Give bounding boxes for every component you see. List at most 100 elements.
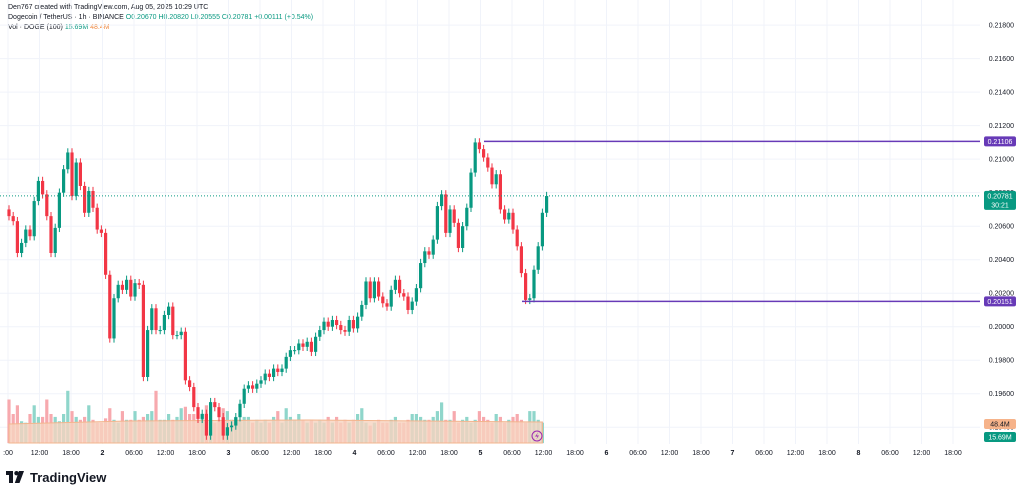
candle-body	[255, 383, 259, 389]
candle-body	[532, 269, 536, 299]
candle-body	[280, 368, 284, 372]
price-tick-label: 0.21800	[989, 23, 1014, 30]
replay-icon[interactable]	[531, 430, 543, 442]
time-tick-label: 3	[227, 450, 231, 457]
candle-body	[515, 229, 519, 247]
time-tick-label: 12:00	[787, 450, 805, 457]
time-tick-label: 18:00	[692, 450, 710, 457]
price-tick-label: 0.20400	[989, 257, 1014, 264]
candle-body	[78, 162, 82, 186]
candle-body	[503, 209, 507, 220]
level-price-label: 0.21106	[988, 139, 1013, 146]
candle-body	[204, 413, 208, 436]
candle-body	[192, 387, 196, 408]
candle-body	[393, 279, 397, 290]
candle-body	[242, 388, 246, 404]
candle-body	[11, 216, 15, 222]
candle-body	[183, 331, 187, 381]
candle-body	[263, 373, 267, 381]
candle-body	[188, 380, 192, 388]
candle-body	[456, 222, 460, 248]
candle-body	[410, 301, 414, 310]
candle-body	[423, 251, 427, 264]
candle-body	[57, 192, 61, 228]
price-tick-label: 0.20600	[989, 224, 1014, 231]
candle-body	[477, 142, 481, 150]
candle-body	[28, 229, 32, 237]
candle-body	[339, 325, 343, 331]
time-tick-label: 18:00	[440, 450, 458, 457]
time-axis: :00 12:00 18:00 2 06:00 12:00 18:00 3 06:00 12:00…	[3, 450, 962, 457]
candle-body	[507, 212, 511, 220]
creator-line: Den767 created with TradingView.com, Aug…	[8, 4, 209, 11]
candle-body	[171, 306, 175, 336]
candle-body	[498, 174, 502, 210]
candle-body	[267, 373, 271, 377]
candle-body	[154, 308, 158, 331]
candle-body	[150, 308, 154, 331]
current-price-label: 0.20781	[987, 193, 1012, 200]
candle-body	[381, 296, 385, 304]
candle-body	[406, 296, 410, 310]
candle-body	[137, 283, 141, 285]
time-tick-label: 12:00	[283, 450, 301, 457]
candle-body	[309, 341, 313, 352]
candle-body	[83, 185, 87, 213]
time-tick-label: 12:00	[157, 450, 175, 457]
candle-body	[95, 207, 99, 230]
price-tick-label: 0.21000	[989, 157, 1014, 164]
time-tick-label: 18:00	[314, 450, 332, 457]
ohlc-values: O0.20670 H0.20820 L0.20555 C0.20781 +0.0…	[125, 14, 314, 21]
symbol-title[interactable]: Dogecoin / TetherUS · 1h · BINANCE	[8, 14, 124, 21]
candle-body	[494, 174, 498, 185]
candle-body	[293, 350, 297, 352]
candle-body	[104, 232, 108, 275]
volume-bar	[45, 399, 49, 443]
time-tick-label: 18:00	[188, 450, 206, 457]
candle-body	[368, 281, 372, 299]
time-tick-label: 06:00	[251, 450, 269, 457]
candle-body	[490, 167, 494, 185]
candle-body	[230, 425, 234, 428]
candle-body	[129, 279, 133, 297]
price-tick-label: 0.21400	[989, 90, 1014, 97]
candle-body	[246, 385, 250, 389]
candle-body	[414, 288, 418, 302]
candle-body	[158, 330, 162, 332]
time-tick-label: 06:00	[503, 450, 521, 457]
candle-body	[356, 316, 360, 329]
time-tick-label: 06:00	[629, 450, 647, 457]
candle-body	[326, 321, 330, 327]
candle-body	[301, 343, 305, 347]
candle-body	[314, 336, 318, 352]
volume-indicator-label[interactable]: Vol · DOGE (100)	[8, 24, 63, 31]
candle-body	[528, 298, 532, 300]
candle-body	[125, 279, 129, 290]
candle-body	[389, 289, 393, 307]
grid-lines	[0, 0, 980, 444]
volume-ma-value: 48.4M	[90, 24, 110, 31]
volume-bar	[66, 390, 70, 443]
candle-body	[452, 209, 456, 223]
candle-body	[41, 180, 45, 195]
candle-body	[347, 320, 351, 332]
candle-body	[482, 149, 486, 158]
price-axis: 0.218000.216000.214000.212000.210000.208…	[989, 23, 1014, 432]
candle-body	[448, 209, 452, 233]
candle-body	[200, 413, 204, 419]
candle-body	[272, 368, 276, 377]
candle-body	[74, 162, 78, 197]
candle-body	[536, 246, 540, 270]
candlesticks	[7, 138, 549, 440]
candle-body	[45, 194, 49, 217]
volume-ma-area	[8, 419, 543, 444]
candle-body	[431, 239, 435, 255]
candle-body	[276, 368, 280, 372]
candle-body	[20, 242, 24, 253]
candle-body	[435, 206, 439, 240]
candle-body	[322, 321, 326, 331]
volume-ma-badge	[984, 419, 1016, 429]
volume-ma-label: 48.4M	[990, 422, 1010, 429]
time-tick-label: 18:00	[62, 450, 80, 457]
